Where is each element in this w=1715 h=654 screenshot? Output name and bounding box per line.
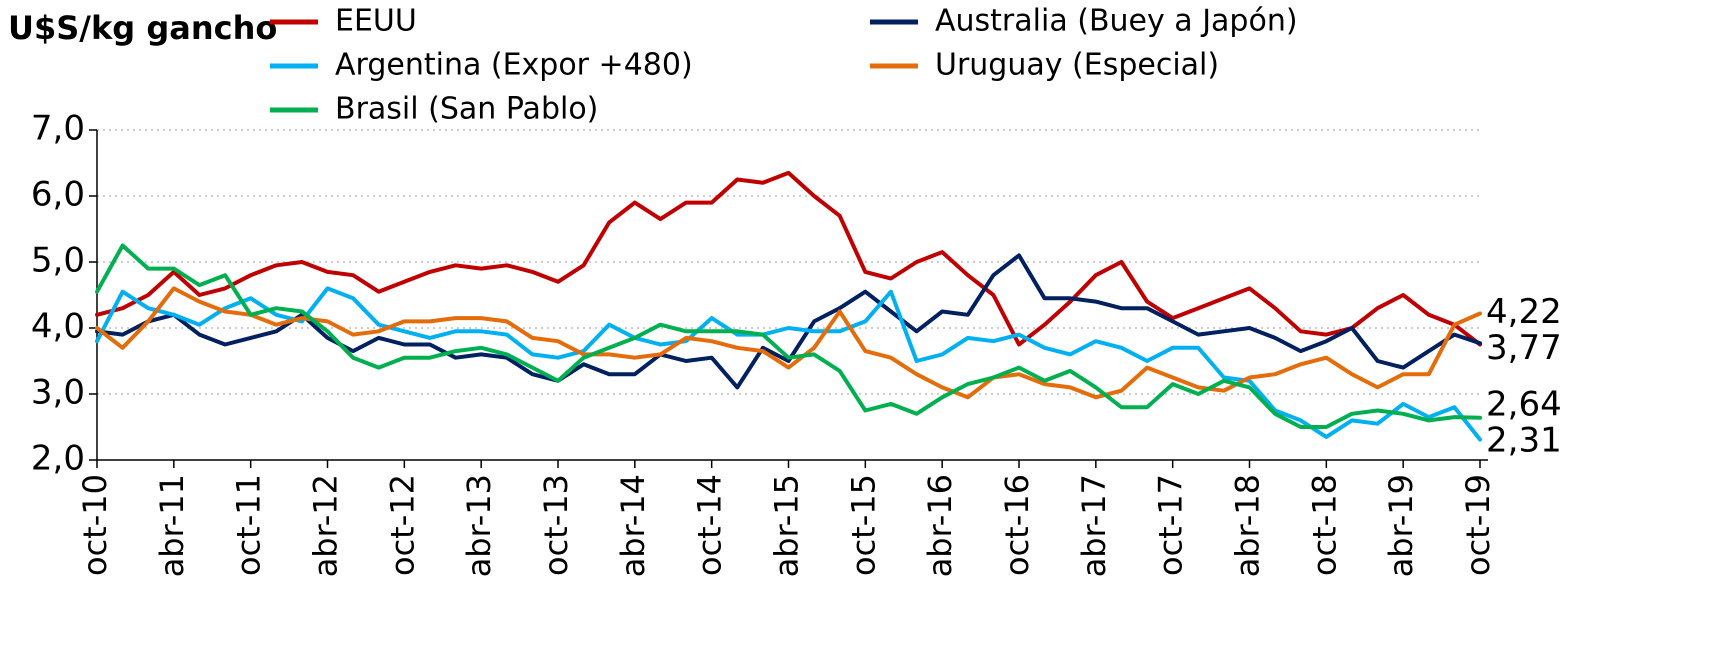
- x-tick-label: oct-13: [537, 474, 575, 576]
- x-tick-label: oct-16: [998, 474, 1036, 576]
- series-line: [95, 243, 1482, 429]
- x-tick-label: oct-10: [76, 474, 114, 576]
- x-tick-label: oct-12: [383, 474, 421, 576]
- end-value-label: 2,64: [1486, 385, 1562, 425]
- end-value-label: 3,77: [1486, 328, 1562, 368]
- series-line: [95, 253, 1482, 390]
- legend-label: Australia (Buey a Japón): [935, 4, 1298, 39]
- x-tick-label: abr-14: [614, 474, 652, 577]
- end-value-label: 2,31: [1486, 421, 1562, 461]
- legend-label: Uruguay (Especial): [935, 48, 1219, 83]
- x-tick-label: oct-11: [230, 474, 268, 576]
- y-tick-label: 4,0: [31, 307, 85, 347]
- series-line: [95, 170, 1482, 347]
- series-line: [95, 286, 1482, 400]
- x-tick-label: abr-19: [1382, 474, 1420, 577]
- x-tick-label: oct-18: [1305, 474, 1343, 576]
- x-tick-label: abr-18: [1229, 474, 1267, 577]
- x-tick-label: abr-13: [460, 474, 498, 577]
- x-tick-label: abr-15: [768, 474, 806, 577]
- legend-label: EEUU: [335, 4, 417, 39]
- x-tick-label: oct-19: [1459, 474, 1497, 576]
- y-tick-label: 7,0: [31, 109, 85, 149]
- x-tick-label: oct-15: [844, 474, 882, 576]
- chart-title: U$S/kg gancho: [8, 9, 277, 47]
- x-tick-label: oct-17: [1152, 474, 1190, 576]
- x-tick-label: abr-12: [307, 474, 345, 577]
- y-tick-label: 3,0: [31, 373, 85, 413]
- end-value-label: 4,22: [1486, 292, 1562, 332]
- x-tick-label: abr-16: [921, 474, 959, 577]
- legend-label: Argentina (Expor +480): [335, 48, 693, 83]
- legend-label: Brasil (San Pablo): [335, 92, 598, 127]
- x-tick-label: abr-17: [1075, 474, 1113, 577]
- series-line: [95, 286, 1482, 442]
- x-tick-label: oct-14: [691, 474, 729, 576]
- y-tick-label: 6,0: [31, 175, 85, 215]
- y-tick-label: 2,0: [31, 439, 85, 479]
- x-tick-label: abr-11: [153, 474, 191, 577]
- y-tick-label: 5,0: [31, 241, 85, 281]
